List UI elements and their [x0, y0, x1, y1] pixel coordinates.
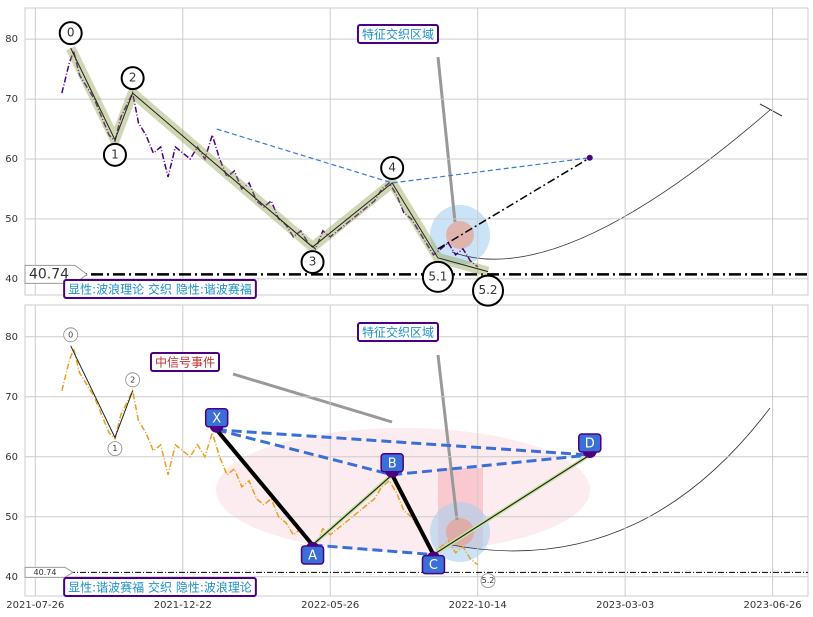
target-point	[586, 154, 593, 161]
pointer	[232, 372, 393, 424]
price-line	[61, 346, 479, 566]
y-tick-label: 40	[5, 274, 18, 285]
wave-point	[421, 260, 454, 293]
pointer	[436, 56, 459, 521]
level-tag	[24, 566, 74, 578]
wave-point	[63, 327, 79, 343]
wave-label: 5.2	[478, 283, 497, 297]
harmonic-label: D	[585, 437, 595, 452]
signal-line	[437, 157, 591, 250]
panel-top	[24, 7, 809, 296]
wave-line	[70, 345, 134, 439]
wave-label: 2	[129, 71, 137, 85]
wave-point	[120, 66, 145, 91]
price-line	[61, 48, 479, 268]
wave-line	[70, 47, 489, 273]
wave-label: 3	[309, 255, 317, 269]
annotation: 显性:波浪理论 交织 隐性:谐波赛福	[68, 282, 252, 297]
wave-point	[480, 573, 496, 588]
level-label: 40.74	[34, 568, 57, 577]
y-tick-label: 70	[5, 94, 18, 105]
harmonic-dashed	[216, 428, 393, 477]
harmonic-leg	[390, 473, 436, 556]
harmonic-box	[300, 545, 325, 565]
x-tick-label: 2021-12-22	[154, 600, 212, 611]
annotation: 特征交织区域	[362, 325, 434, 340]
wave-point	[300, 250, 325, 275]
annotation-box	[63, 577, 257, 597]
projection-line	[216, 128, 590, 184]
wave-label: 2	[130, 375, 135, 384]
x-tick-label: 2022-05-26	[301, 600, 359, 611]
annotation: 特征交织区域	[362, 27, 434, 42]
wave-label: 5.2	[482, 576, 495, 585]
y-tick-label: 70	[5, 392, 18, 403]
harmonic-box	[380, 453, 404, 473]
wave-label: 0	[68, 330, 73, 339]
hotspot	[446, 221, 474, 249]
arrow-head	[759, 103, 783, 117]
level-tag	[24, 264, 88, 284]
wave-label: 1	[111, 147, 119, 161]
harmonic-leg	[312, 474, 393, 546]
y-tick-label: 60	[5, 452, 18, 463]
annotation-box	[356, 24, 440, 44]
wave-point	[58, 21, 83, 46]
harmonic-dashed	[392, 453, 590, 477]
wave-label: 0	[67, 26, 75, 40]
annotation-box	[356, 322, 440, 342]
level-label: 40.74	[29, 266, 69, 282]
wave-label: 1	[112, 444, 117, 453]
x-tick-label: 2023-03-03	[596, 600, 654, 611]
harmonic-leg	[433, 454, 591, 556]
y-tick-label: 80	[5, 332, 18, 343]
y-tick-label: 60	[5, 154, 18, 165]
annotation: 显性:谐波赛福 交织 隐性:波浪理论	[68, 580, 252, 595]
harmonic-leg	[215, 428, 315, 547]
harmonic-box	[204, 408, 229, 428]
y-tick-label: 50	[5, 512, 18, 523]
y-tick-label: 40	[5, 572, 18, 583]
wave-label: 4	[388, 160, 396, 174]
x-tick-label: 2023-06-26	[744, 600, 802, 611]
harmonic-label: B	[388, 456, 397, 471]
y-tick-label: 80	[5, 34, 18, 45]
y-tick-label: 50	[5, 214, 18, 225]
harmonic-label: A	[308, 549, 317, 564]
annotation-box	[63, 279, 257, 299]
wave-point	[102, 142, 127, 167]
arrow	[451, 109, 771, 260]
x-tick-label: 2022-10-14	[449, 600, 507, 611]
harmonic-box	[421, 554, 446, 575]
x-tick-label: 2021-07-26	[6, 600, 64, 611]
annotation: 中信号事件	[155, 355, 215, 370]
harmonic-dashed	[312, 543, 434, 557]
wave-point	[125, 372, 141, 388]
wave-label: 5.1	[428, 269, 447, 283]
harmonic-box	[578, 433, 602, 453]
harmonic-dashed	[216, 428, 590, 457]
harmonic-label: C	[429, 558, 438, 573]
wave-point	[107, 441, 123, 457]
zone	[216, 428, 590, 552]
wave-point	[472, 274, 505, 307]
wave-point	[380, 155, 405, 180]
annotation-box	[149, 352, 221, 372]
hotspot	[446, 518, 474, 546]
harmonic-label: X	[212, 411, 221, 426]
